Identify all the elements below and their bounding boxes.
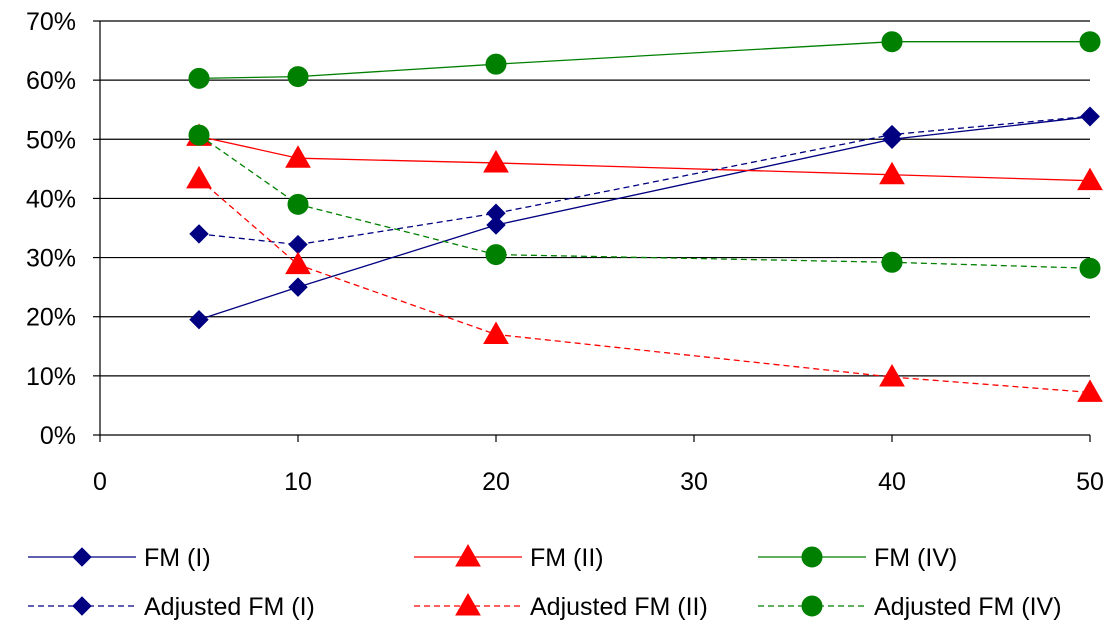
data-point [879, 161, 905, 185]
x-tick-label: 0 [93, 468, 107, 496]
legend-item: FM (II) [414, 543, 604, 572]
data-point [483, 149, 509, 173]
y-tick-label: 0% [40, 422, 76, 450]
data-point [285, 145, 311, 168]
data-point [881, 31, 903, 53]
legend-item: FM (I) [28, 544, 211, 572]
series-line [198, 115, 1091, 246]
y-tick-label: 10% [26, 363, 76, 391]
y-tick-label: 50% [26, 126, 76, 154]
data-point [1080, 106, 1100, 126]
series-line [198, 135, 1091, 182]
legend-label: Adjusted FM (II) [530, 593, 708, 621]
series-line [198, 178, 1091, 394]
series-fm-ii [186, 123, 1103, 191]
series-line [198, 41, 1090, 80]
legend-label: Adjusted FM (IV) [874, 593, 1062, 621]
legend-swatch-marker [801, 546, 823, 568]
legend-label: FM (IV) [874, 544, 957, 572]
data-point [483, 321, 509, 344]
data-point [1079, 257, 1101, 279]
legend-swatch-marker [455, 543, 481, 567]
x-tick-label: 50 [1076, 468, 1104, 496]
data-point [287, 66, 309, 88]
y-tick-label: 30% [26, 245, 76, 273]
y-tick-label: 70% [26, 8, 76, 36]
y-tick-label: 40% [26, 185, 76, 213]
data-point [1077, 379, 1103, 402]
series-line [198, 116, 1091, 321]
axes: 0% 10% 20% 30% 40% 50% 60% 70% 0 10 20 30 40 50 [26, 8, 1104, 496]
legend-swatch-marker [801, 595, 823, 617]
data-point [285, 251, 311, 275]
data-point [485, 244, 507, 266]
plot-area [186, 31, 1103, 402]
gridlines [100, 20, 1090, 377]
data-point [485, 53, 507, 75]
legend-label: FM (II) [530, 544, 604, 572]
data-point [188, 124, 210, 146]
y-tick-label: 20% [26, 304, 76, 332]
series-line [198, 134, 1091, 269]
data-point [1077, 167, 1103, 191]
legend-swatch-marker [455, 592, 481, 616]
data-point [287, 193, 309, 215]
data-point [881, 251, 903, 273]
x-tick-label: 20 [482, 468, 510, 496]
series-fm-i [189, 107, 1100, 330]
data-point [189, 224, 209, 244]
data-point [486, 215, 506, 235]
legend-label: Adjusted FM (I) [144, 593, 315, 621]
data-point [879, 364, 905, 387]
x-tick-label: 10 [284, 468, 312, 496]
x-tick-label: 30 [680, 468, 708, 496]
data-point [288, 277, 308, 297]
data-point [486, 203, 506, 223]
data-point [288, 234, 308, 255]
legend-swatch-marker [72, 596, 92, 616]
legend-item: Adjusted FM (II) [414, 592, 708, 621]
legend-item: Adjusted FM (IV) [758, 593, 1062, 621]
data-point [882, 124, 902, 145]
data-point [188, 67, 210, 89]
data-point [1079, 31, 1101, 53]
legend-item: Adjusted FM (I) [28, 593, 315, 621]
series-adjusted-fm-iv [188, 124, 1101, 279]
x-tick-label: 40 [878, 468, 906, 496]
legend-label: FM (I) [144, 544, 211, 572]
series-adjusted-fm-i [189, 106, 1100, 255]
y-tick-label: 60% [26, 67, 76, 95]
legend-swatch-marker [72, 547, 92, 567]
series-fm-iv [188, 31, 1101, 89]
data-point [189, 309, 209, 330]
legend: FM (I) FM (II) FM (IV) Adjusted FM (I) Adjus… [28, 543, 1062, 621]
series-adjusted-fm-ii [186, 165, 1103, 402]
data-point [186, 165, 212, 189]
legend-item: FM (IV) [758, 544, 957, 572]
